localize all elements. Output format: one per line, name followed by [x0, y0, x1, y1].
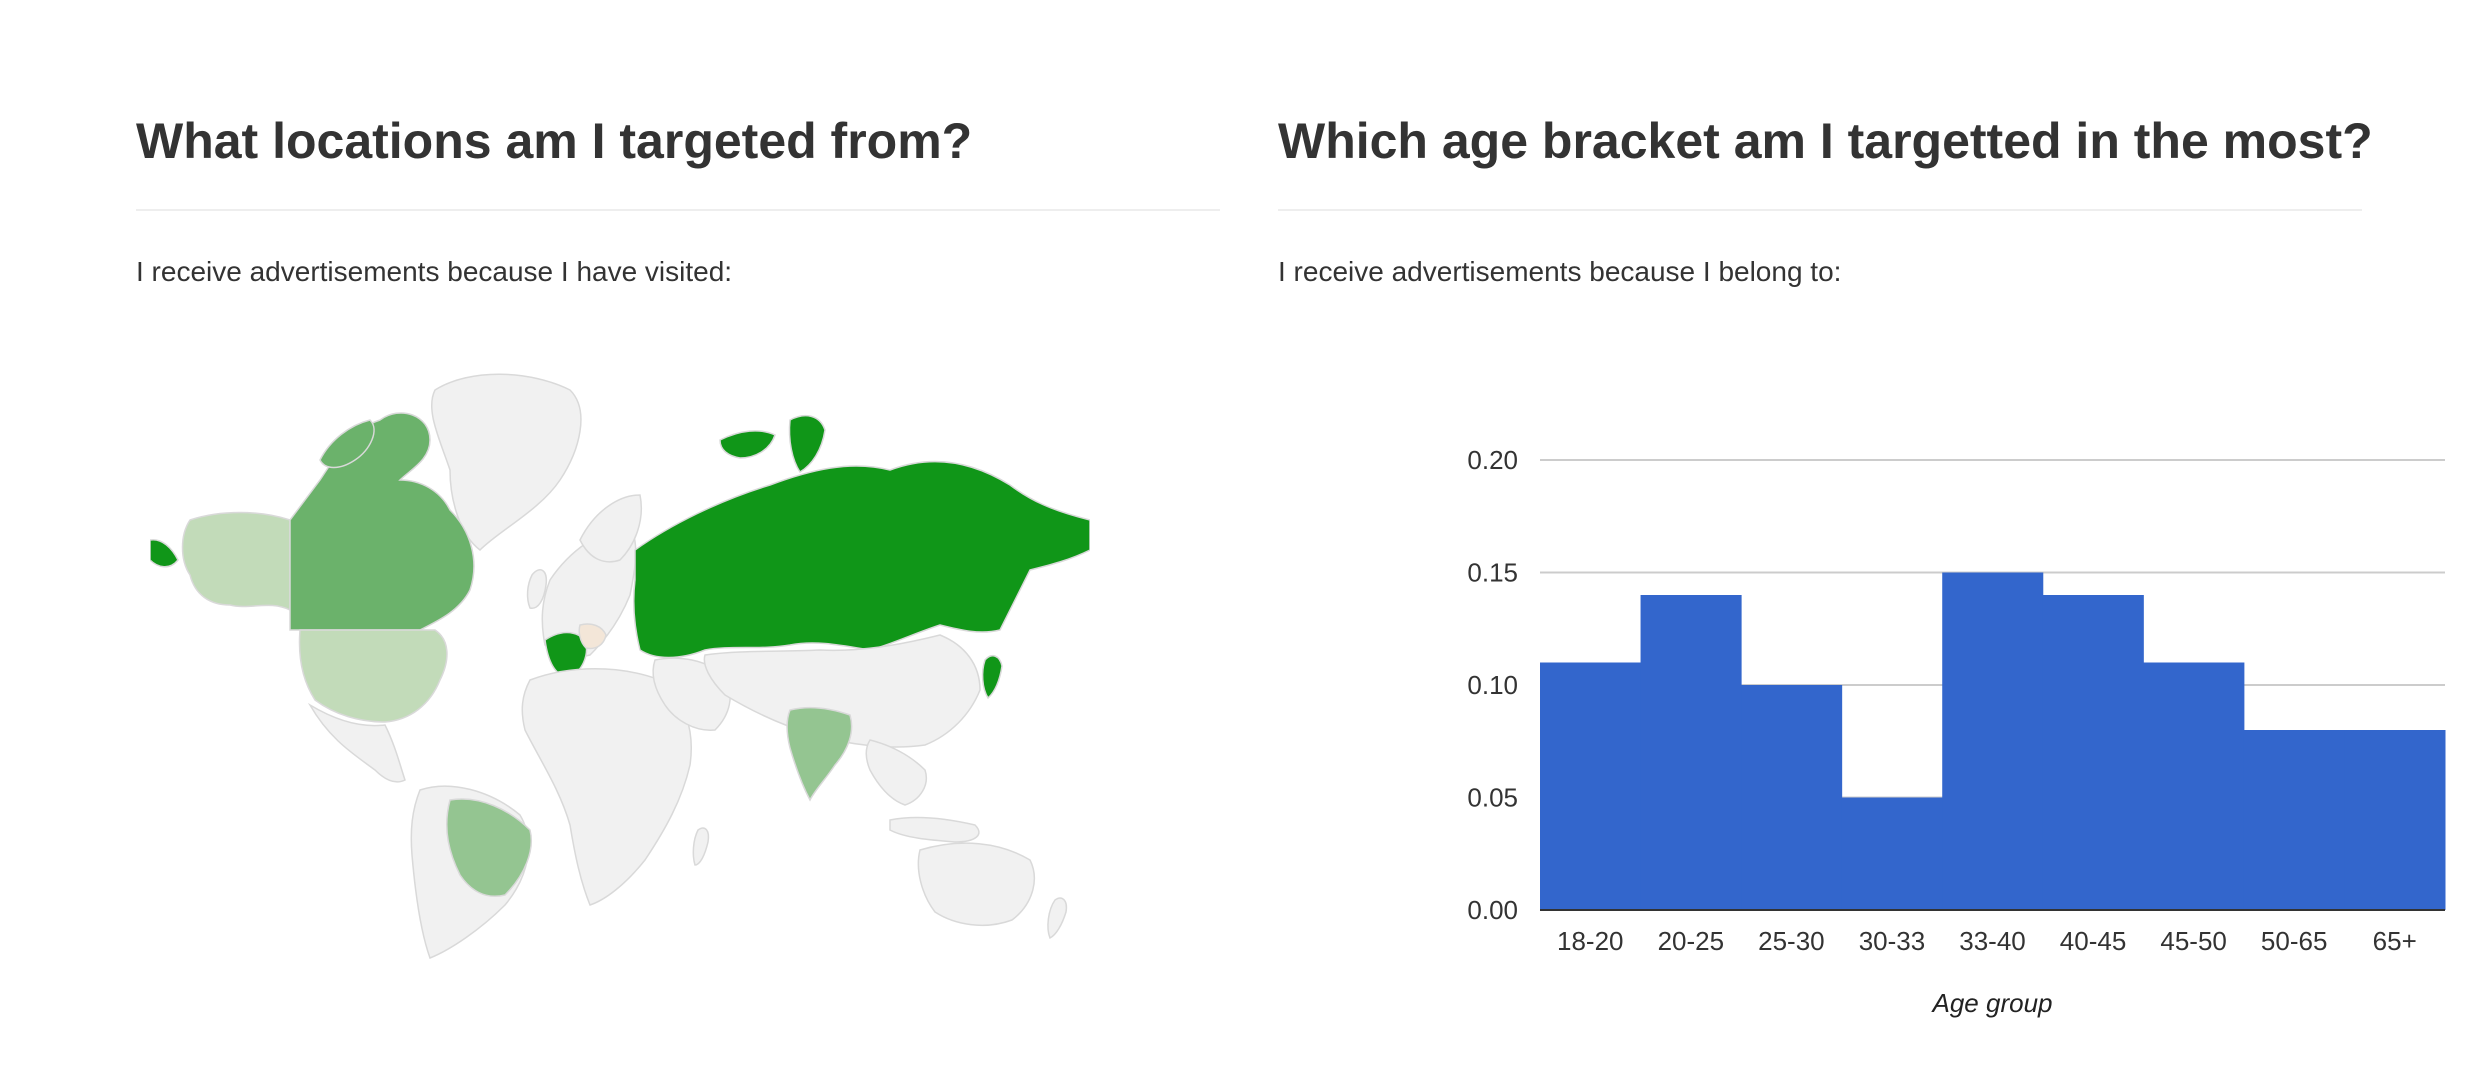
bar-20-25[interactable]	[1640, 595, 1742, 910]
region-chukotka-left[interactable]	[149, 539, 179, 568]
locations-title: What locations am I targeted from?	[136, 113, 973, 169]
bar-18-20[interactable]	[1540, 662, 1642, 911]
bar-30-33[interactable]	[1841, 797, 1943, 911]
locations-divider	[136, 209, 1220, 211]
region-alaska[interactable]	[181, 511, 291, 612]
region-russia-novaya-zemlya[interactable]	[788, 414, 826, 474]
bar-45-50[interactable]	[2143, 662, 2245, 911]
region-canada-islands[interactable]	[319, 419, 375, 469]
y-axis: 0.00 0.05 0.10 0.15 0.20	[1467, 445, 1518, 925]
y-tick-label: 0.20	[1467, 445, 1518, 475]
region-indonesia[interactable]	[889, 816, 980, 843]
x-tick-label: 33-40	[1959, 926, 2026, 956]
ages-subtitle: I receive advertisements because I belon…	[1278, 256, 1842, 287]
x-tick-label: 25-30	[1758, 926, 1825, 956]
region-australia[interactable]	[917, 842, 1035, 926]
region-india[interactable]	[786, 706, 853, 802]
x-axis: 18-20 20-25 25-30 30-33 33-40 40-45 45-50 50-65…	[1540, 909, 2445, 956]
x-tick-label: 30-33	[1859, 926, 1926, 956]
bar-40-45[interactable]	[2042, 595, 2144, 910]
x-tick-label: 20-25	[1658, 926, 1725, 956]
region-madagascar[interactable]	[692, 827, 710, 866]
x-tick-label: 45-50	[2160, 926, 2227, 956]
region-mexico[interactable]	[307, 702, 406, 783]
bars	[1540, 572, 2446, 911]
ages-title: Which age bracket am I targetted in the …	[1278, 113, 2373, 169]
region-brazil[interactable]	[446, 798, 532, 897]
x-tick-label: 50-65	[2261, 926, 2328, 956]
y-tick-label: 0.00	[1467, 895, 1518, 925]
y-tick-label: 0.10	[1467, 670, 1518, 700]
x-tick-label: 65+	[2373, 926, 2417, 956]
region-france[interactable]	[544, 631, 588, 679]
bar-50-65[interactable]	[2243, 730, 2345, 910]
x-tick-label: 18-20	[1557, 926, 1624, 956]
region-uk[interactable]	[526, 569, 548, 609]
region-japan[interactable]	[981, 655, 1003, 700]
region-united-states[interactable]	[298, 629, 448, 723]
y-tick-label: 0.05	[1467, 783, 1518, 813]
locations-subtitle: I receive advertisements because I have …	[136, 256, 733, 287]
region-asia[interactable]	[703, 634, 981, 748]
age-bar-chart: 0.00 0.05 0.10 0.15 0.20 18-20 20-25 25-30 30-3…	[1400, 420, 2450, 1045]
region-greenland[interactable]	[431, 373, 582, 551]
region-southeast-asia[interactable]	[865, 739, 927, 806]
region-scandinavia[interactable]	[579, 494, 642, 563]
region-germany[interactable]	[578, 623, 607, 650]
bar-33-40[interactable]	[1942, 572, 2044, 911]
region-russia[interactable]	[633, 460, 1091, 659]
y-tick-label: 0.15	[1467, 558, 1518, 588]
bar-65+[interactable]	[2344, 730, 2446, 910]
region-new-zealand[interactable]	[1047, 897, 1068, 940]
ages-divider	[1278, 209, 2362, 211]
x-axis-title: Age group	[1931, 988, 2053, 1018]
bar-25-30[interactable]	[1741, 685, 1843, 910]
world-map[interactable]	[149, 360, 1091, 965]
x-tick-label: 40-45	[2060, 926, 2127, 956]
region-russia-islands[interactable]	[719, 430, 776, 459]
